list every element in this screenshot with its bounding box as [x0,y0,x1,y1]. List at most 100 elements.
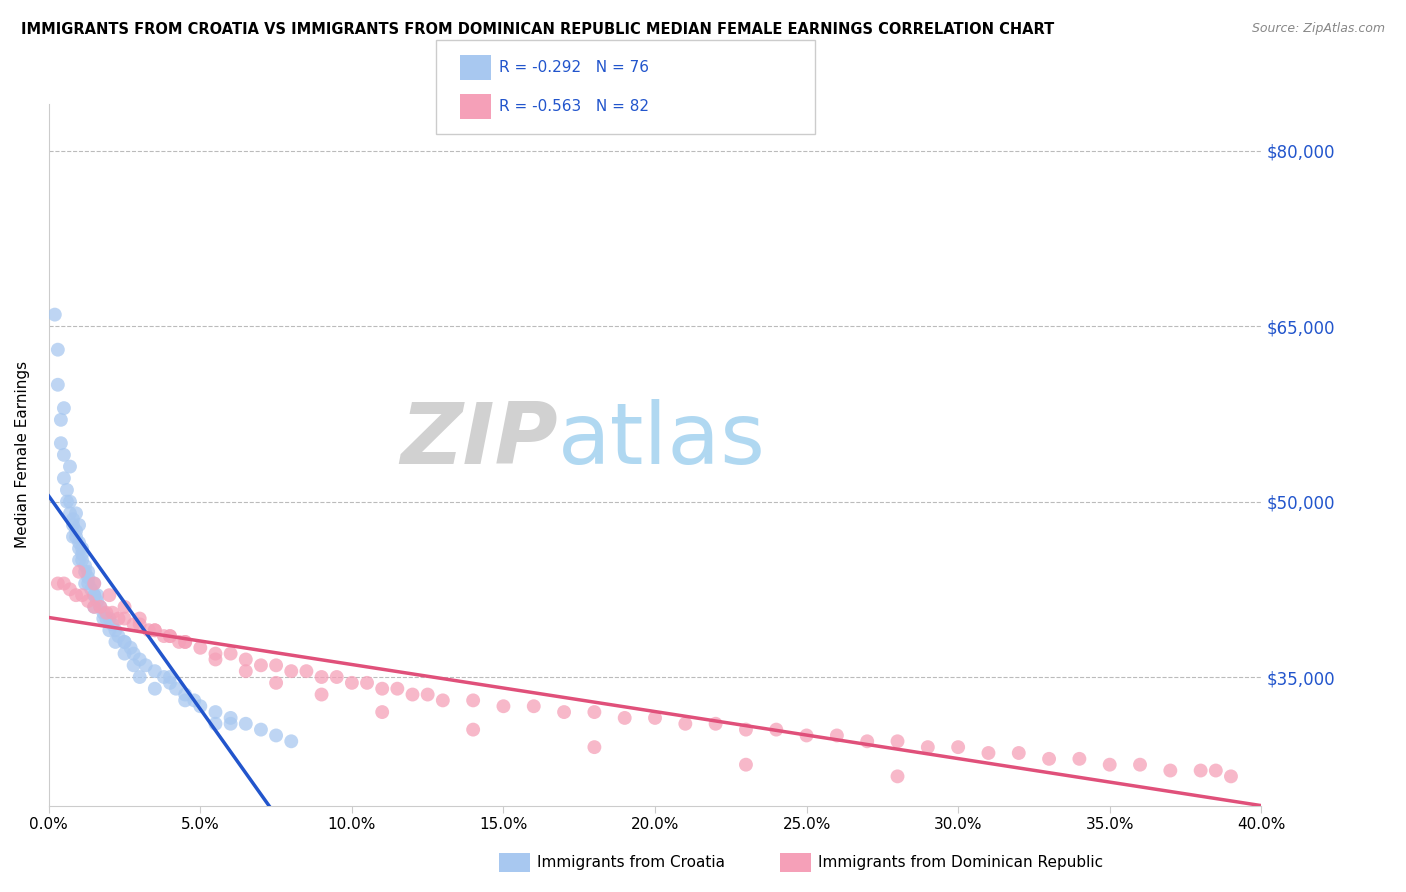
Point [796,729,818,743]
Point [114,611,136,625]
Point [886,734,908,748]
Point [463,723,485,737]
Point [143,664,166,678]
Point [135,658,157,673]
Point [946,740,969,755]
Point [56,494,79,508]
Point [280,664,302,678]
Point [219,711,242,725]
Point [77,571,100,585]
Point [77,565,100,579]
Text: Source: ZipAtlas.com: Source: ZipAtlas.com [1251,22,1385,36]
Point [101,606,124,620]
Point [1069,752,1091,766]
Text: atlas: atlas [558,400,766,483]
Point [46,343,69,357]
Point [70,553,93,567]
Point [553,705,575,719]
Point [128,611,150,625]
Point [143,681,166,696]
Point [75,565,97,579]
Point [138,624,160,638]
Point [387,681,409,696]
Point [765,723,787,737]
Point [75,576,97,591]
Point [204,716,226,731]
Point [86,594,108,608]
Point [89,599,111,614]
Point [49,436,72,450]
Point [91,606,114,620]
Point [264,729,287,743]
Point [98,588,121,602]
Point [735,757,758,772]
Point [280,734,302,748]
Point [311,670,333,684]
Point [825,729,848,743]
Point [311,688,333,702]
Point [62,530,84,544]
Point [59,507,82,521]
Point [104,635,127,649]
Point [122,647,145,661]
Point [523,699,546,714]
Point [77,594,100,608]
Point [128,617,150,632]
Text: Immigrants from Dominican Republic: Immigrants from Dominican Republic [818,855,1104,870]
Point [91,611,114,625]
Point [204,705,226,719]
Point [83,576,105,591]
Point [153,629,176,643]
Point [75,558,97,573]
Point [65,588,87,602]
Point [1205,764,1227,778]
Point [83,588,105,602]
Point [83,588,105,602]
Point [122,658,145,673]
Point [59,459,82,474]
Point [65,530,87,544]
Point [219,647,242,661]
Point [96,611,118,625]
Text: R = -0.292   N = 76: R = -0.292 N = 76 [499,61,650,75]
Point [89,599,111,614]
Point [183,693,205,707]
Point [62,512,84,526]
Point [204,647,226,661]
Point [114,599,136,614]
Point [401,688,423,702]
Point [174,635,197,649]
Point [613,711,636,725]
Point [59,494,82,508]
Point [856,734,879,748]
Point [98,611,121,625]
Point [644,711,666,725]
Point [52,471,75,485]
Point [1159,764,1181,778]
Point [67,535,90,549]
Point [250,658,273,673]
Point [583,705,606,719]
Point [120,640,142,655]
Point [250,723,273,737]
Point [67,553,90,567]
Point [70,541,93,556]
Point [67,565,90,579]
Point [174,693,197,707]
Point [52,401,75,416]
Point [371,681,394,696]
Point [65,524,87,538]
Point [114,635,136,649]
Point [159,676,181,690]
Point [159,629,181,643]
Point [1189,764,1212,778]
Point [83,599,105,614]
Point [96,606,118,620]
Point [128,670,150,684]
Point [101,617,124,632]
Point [977,746,1000,760]
Point [235,716,257,731]
Point [70,547,93,561]
Point [583,740,606,755]
Point [340,676,363,690]
